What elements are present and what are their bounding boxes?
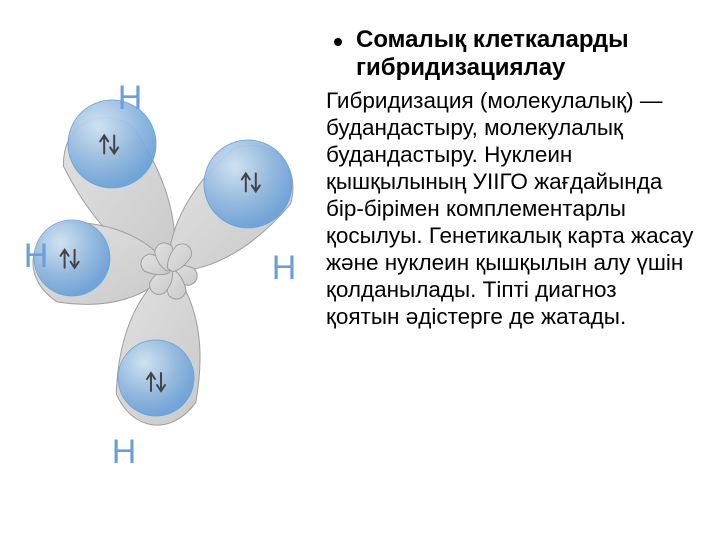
bullet-row: Сомалық клеткаларды гибридизациялау [326, 26, 696, 81]
atom-label: H [112, 433, 137, 471]
text-area: Сомалық клеткаларды гибридизациялау Гибр… [326, 26, 696, 516]
bullet-icon [334, 38, 342, 46]
hybridization-diagram: H H H H [0, 0, 320, 540]
atom-label: H [24, 237, 49, 275]
atom-label: H [272, 249, 297, 287]
atom-label: H [118, 79, 143, 117]
slide: H H H H Сомалық клеткаларды гибридизациялау… [0, 0, 720, 540]
orbital-sphere [204, 140, 292, 228]
orbital-sphere [118, 340, 194, 416]
slide-body: Гибридизация (молекулалық) — будандастыр… [326, 87, 696, 330]
orbital-sphere [68, 100, 156, 188]
slide-title: Сомалық клеткаларды гибридизациялау [356, 26, 696, 81]
diagram-area: H H H H [0, 0, 320, 540]
